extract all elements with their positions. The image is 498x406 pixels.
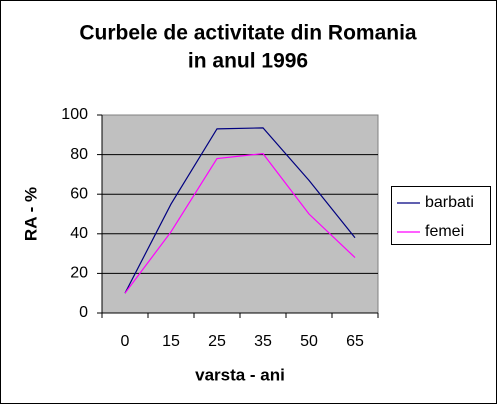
y-tick-label: 60	[70, 185, 88, 202]
x-tick-label: 35	[254, 333, 272, 350]
x-axis-title: varsta - ani	[195, 365, 285, 384]
series-line	[124, 152, 356, 294]
y-tick-label: 80	[70, 146, 88, 163]
y-tick-label: 40	[70, 225, 88, 242]
x-tick-label: 25	[208, 333, 226, 350]
legend-label: barbati	[425, 194, 474, 211]
x-tick-label: 65	[346, 333, 364, 350]
legend-label: femei	[425, 223, 464, 240]
y-tick-label: 0	[79, 304, 88, 321]
legend	[391, 186, 491, 245]
x-tick-label: 15	[162, 333, 180, 350]
x-tick-label: 0	[121, 333, 130, 350]
chart-title: in anul 1996	[188, 50, 308, 73]
y-axis-title: RA - %	[21, 187, 40, 241]
chart-title: Curbele de activitate din Romania	[79, 22, 417, 45]
y-tick-label: 100	[61, 106, 88, 123]
y-tick-label: 20	[70, 265, 88, 282]
x-tick-label: 50	[300, 333, 318, 350]
plot-area	[101, 114, 379, 314]
series-line	[124, 127, 356, 294]
